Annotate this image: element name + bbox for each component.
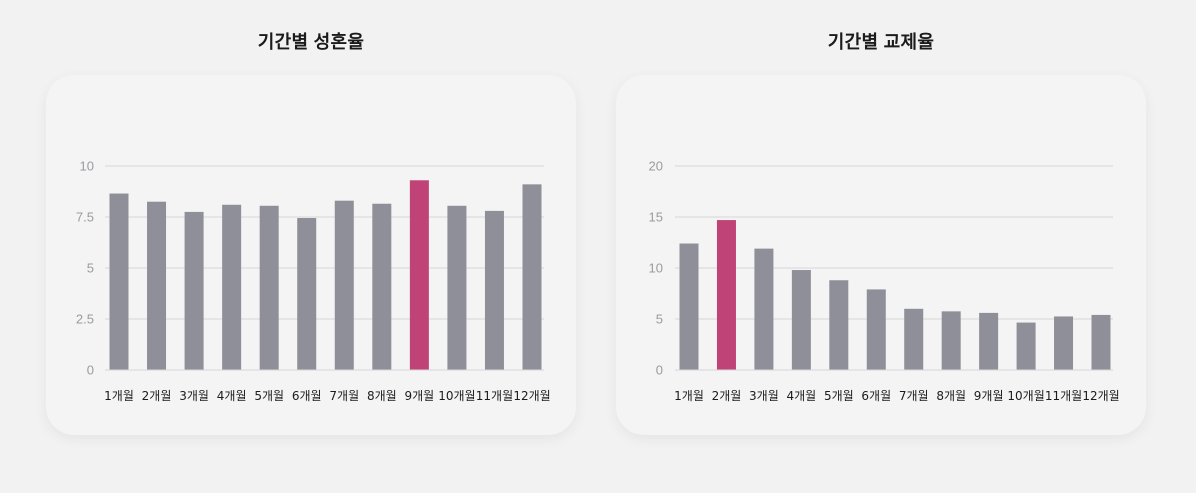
bar (941, 311, 961, 370)
bar (1054, 316, 1074, 370)
bar (484, 210, 504, 370)
bar-highlighted (716, 220, 736, 370)
marriage-rate-title: 기간별 성혼율 (257, 32, 365, 52)
bar (222, 204, 242, 370)
y-tick-label: 5 (656, 312, 663, 327)
x-category-label: 3개월 (749, 389, 779, 403)
y-tick-label: 10 (80, 159, 94, 174)
x-category-label: 7개월 (329, 389, 359, 403)
bar (109, 193, 129, 370)
bar (829, 280, 849, 370)
x-category-label: 2개월 (142, 389, 172, 403)
x-category-label: 8개월 (367, 389, 397, 403)
y-tick-label: 0 (656, 363, 663, 378)
bar-highlighted (409, 180, 429, 370)
x-category-label: 4개월 (787, 389, 817, 403)
bar (679, 243, 699, 370)
bar (754, 248, 774, 370)
x-category-label: 8개월 (936, 389, 966, 403)
x-category-label: 6개월 (292, 389, 322, 403)
bar (904, 308, 924, 370)
x-category-label: 1개월 (674, 389, 704, 403)
x-category-label: 2개월 (712, 389, 742, 403)
bar (297, 218, 317, 370)
x-category-label: 12개월 (513, 389, 550, 403)
x-category-label: 6개월 (861, 389, 891, 403)
dating-rate-card: 0 5 10 15 20 1개월 2개월 3개월 4개월 5개월 6개월 7개월 8개월 9개월 10개월 1… (616, 75, 1146, 435)
bar (259, 205, 279, 370)
bar (447, 205, 467, 370)
x-category-label: 5개월 (824, 389, 854, 403)
x-category-label: 10개월 (438, 389, 475, 403)
y-tick-label: 7.5 (76, 210, 94, 225)
x-category-label: 3개월 (179, 389, 209, 403)
x-category-label: 11개월 (1045, 389, 1082, 403)
x-category-label: 4개월 (217, 389, 247, 403)
bar (791, 270, 811, 370)
bar (866, 289, 886, 370)
y-tick-label: 15 (649, 210, 663, 225)
bar (184, 211, 204, 370)
x-category-label: 7개월 (899, 389, 929, 403)
y-tick-label: 10 (649, 261, 663, 276)
x-category-label: 12개월 (1082, 389, 1119, 403)
dating-rate-title: 기간별 교제율 (827, 32, 935, 52)
y-tick-label: 0 (87, 363, 94, 378)
bar (1016, 322, 1036, 370)
y-tick-label: 5 (87, 261, 94, 276)
bar (979, 312, 999, 370)
marriage-rate-chart: 0 2.5 5 7.5 10 1개월 2개월 3개월 4개월 5개월 6개월 7개월 8개월 9개월 10개… (76, 159, 551, 404)
marriage-rate-panel: 기간별 성혼율 0 2.5 5 7.5 10 1개월 2개월 3개월 4개월 5개월 6개월 7개월 8… (46, 0, 576, 493)
x-category-label: 10개월 (1007, 389, 1044, 403)
dating-rate-panel: 기간별 교제율 0 5 10 15 20 1개월 2개월 3개월 4개월 5개월 6개월 7개월 8개월… (616, 0, 1146, 493)
bar (372, 203, 392, 370)
bar (1091, 314, 1111, 370)
x-category-label: 5개월 (254, 389, 284, 403)
marriage-rate-card: 0 2.5 5 7.5 10 1개월 2개월 3개월 4개월 5개월 6개월 7개월 8개월 9개월 10개… (46, 75, 576, 435)
bar (334, 200, 354, 370)
bar (522, 184, 542, 370)
y-tick-label: 2.5 (76, 312, 94, 327)
x-category-label: 11개월 (476, 389, 513, 403)
y-tick-label: 20 (649, 159, 663, 174)
x-category-label: 9개월 (974, 389, 1004, 403)
x-category-label: 9개월 (405, 389, 435, 403)
bar (147, 201, 167, 370)
x-category-label: 1개월 (104, 389, 134, 403)
